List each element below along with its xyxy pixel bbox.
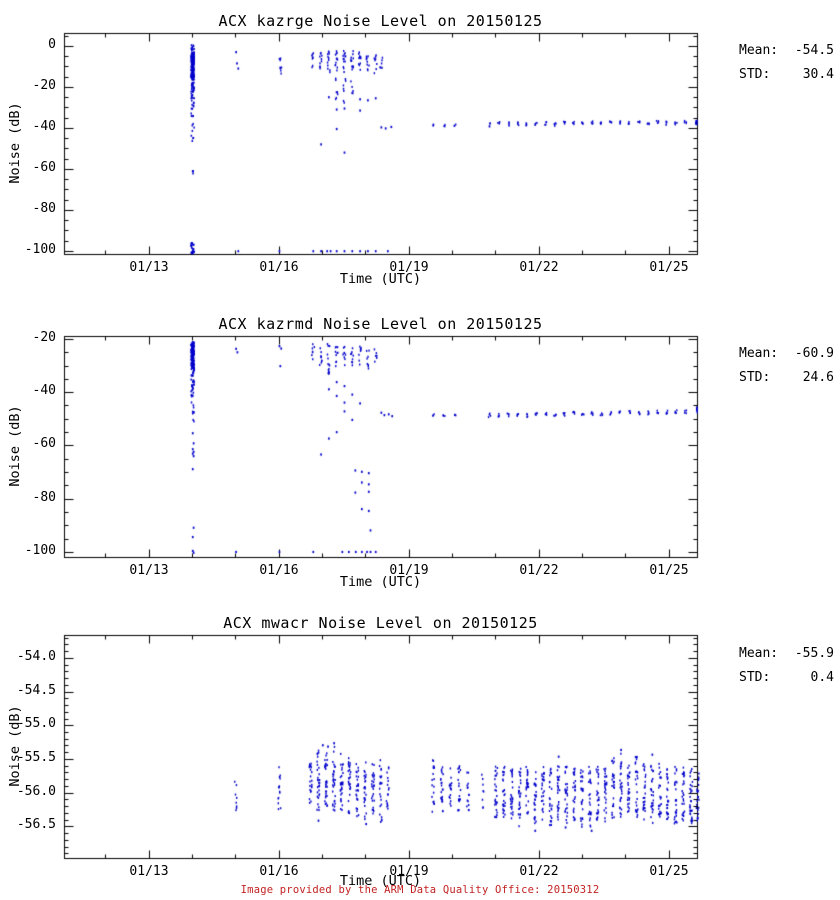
std-value: 30.4 (802, 67, 834, 82)
std-label: STD: (739, 670, 771, 685)
y-tick-label: -80 (32, 490, 56, 505)
stats-mean-row: Mean: -54.5 (739, 43, 834, 58)
mean-label: Mean: (739, 43, 779, 58)
mean-value: -55.9 (794, 646, 834, 661)
y-tick-label: 0 (48, 37, 56, 52)
y-tick-label: -54.0 (16, 649, 56, 664)
x-tick-label: 01/16 (259, 864, 299, 879)
x-tick-label: 01/16 (259, 260, 299, 275)
panel-title-kazrge: ACX kazrge Noise Level on 20150125 (218, 12, 543, 30)
x-tick-label: 01/13 (129, 563, 169, 578)
x-tick-label: 01/13 (129, 260, 169, 275)
mean-label: Mean: (739, 346, 779, 361)
mean-label: Mean: (739, 646, 779, 661)
y-tick-label: -56.5 (16, 817, 56, 832)
y-tick-label: -20 (32, 330, 56, 345)
mean-value: -60.9 (794, 346, 834, 361)
y-tick-label: -54.5 (16, 683, 56, 698)
panel-title-mwacr: ACX mwacr Noise Level on 20150125 (223, 614, 538, 632)
std-label: STD: (739, 67, 771, 82)
x-tick-label: 01/19 (389, 864, 429, 879)
footer-credit: Image provided by the ARM Data Quality O… (240, 884, 600, 896)
x-tick-label: 01/13 (129, 864, 169, 879)
stats-mean-row: Mean: -60.9 (739, 346, 834, 361)
stats-block-kazrge: Mean: -54.5 STD: 30.4 (739, 43, 834, 82)
std-value: 24.6 (802, 370, 834, 385)
stats-block-mwacr: Mean: -55.9 STD: 0.4 (739, 646, 834, 685)
y-tick-label: -56.0 (16, 784, 56, 799)
y-tick-label: -55.0 (16, 716, 56, 731)
y-tick-label: -100 (24, 543, 56, 558)
y-tick-label: -55.5 (16, 750, 56, 765)
x-tick-label: 01/25 (649, 864, 689, 879)
mean-value: -54.5 (794, 43, 834, 58)
y-tick-label: -40 (32, 119, 56, 134)
x-axis-label-kazrge: Time (UTC) (339, 271, 422, 287)
x-tick-label: 01/22 (519, 864, 559, 879)
x-tick-label: 01/19 (389, 563, 429, 578)
y-tick-label: -60 (32, 160, 56, 175)
panel-title-kazrmd: ACX kazrmd Noise Level on 20150125 (218, 315, 543, 333)
x-axis-label-mwacr: Time (UTC) (339, 873, 422, 889)
stats-std-row: STD: 24.6 (739, 370, 834, 385)
stats-block-kazrmd: Mean: -60.9 STD: 24.6 (739, 346, 834, 385)
std-value: 0.4 (810, 670, 834, 685)
x-tick-label: 01/16 (259, 563, 299, 578)
x-tick-label: 01/22 (519, 260, 559, 275)
x-tick-label: 01/25 (649, 563, 689, 578)
x-tick-label: 01/22 (519, 563, 559, 578)
std-label: STD: (739, 370, 771, 385)
stats-std-row: STD: 30.4 (739, 67, 834, 82)
y-tick-label: -40 (32, 383, 56, 398)
y-tick-label: -20 (32, 78, 56, 93)
x-axis-label-kazrmd: Time (UTC) (339, 574, 422, 590)
y-tick-label: -100 (24, 242, 56, 257)
stats-std-row: STD: 0.4 (739, 670, 834, 685)
y-tick-label: -80 (32, 201, 56, 216)
y-tick-label: -60 (32, 436, 56, 451)
x-tick-label: 01/19 (389, 260, 429, 275)
stats-mean-row: Mean: -55.9 (739, 646, 834, 661)
x-tick-label: 01/25 (649, 260, 689, 275)
